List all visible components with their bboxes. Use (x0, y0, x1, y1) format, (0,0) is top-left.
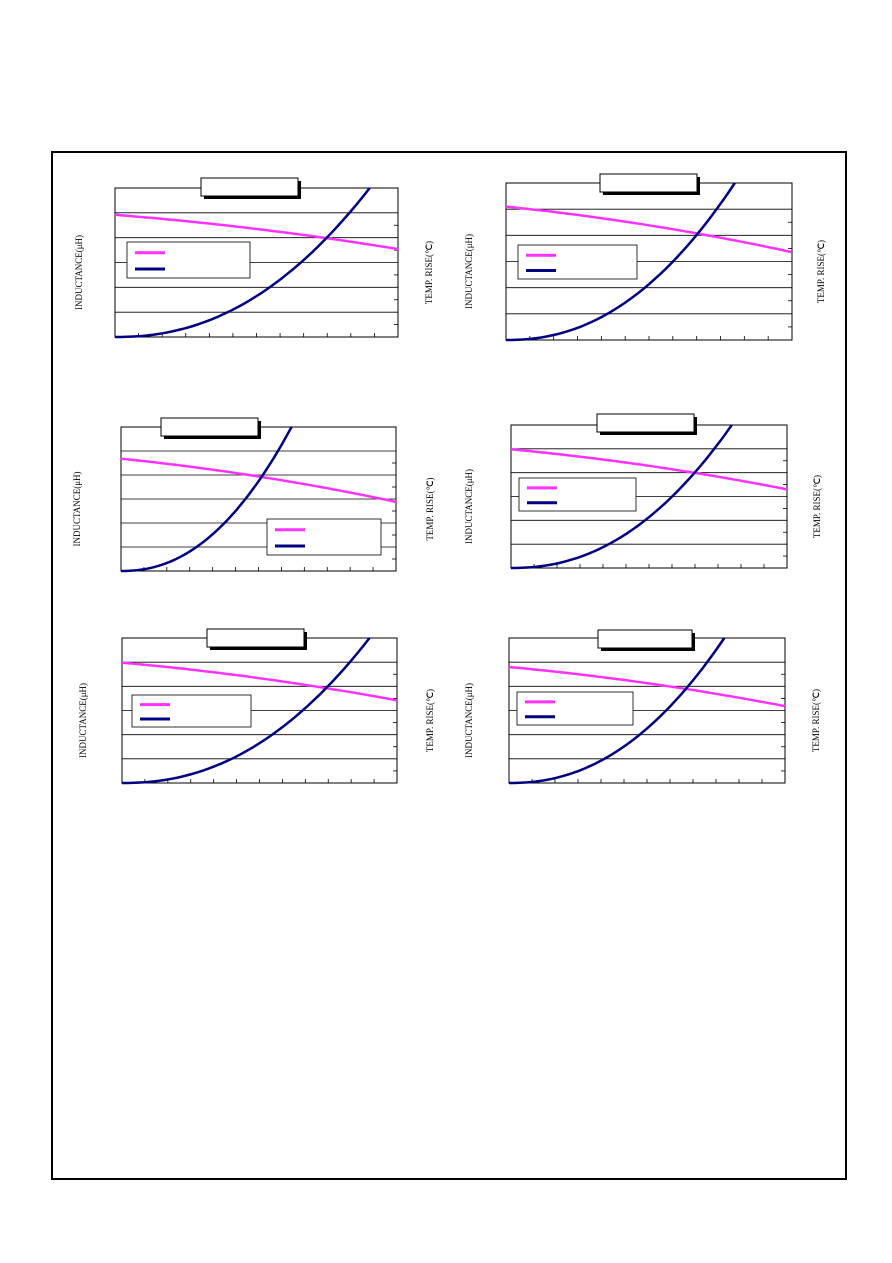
y-axis-label: INDUCTANCE(μH) (72, 471, 82, 546)
legend-box (518, 477, 637, 512)
y2-axis-label: TEMP. RISE(℃) (425, 689, 435, 752)
y2-axis-label: TEMP. RISE(℃) (425, 477, 435, 540)
title-box (200, 177, 299, 197)
y-axis-label: INDUCTANCE(μH) (464, 469, 474, 544)
legend-box (517, 244, 638, 280)
y2-axis-label: TEMP. RISE(℃) (811, 689, 821, 752)
inductance-curve (505, 205, 793, 254)
temp-rise-curve (511, 424, 733, 570)
temp-rise-curve (509, 637, 726, 785)
y-axis-label: INDUCTANCE(μH) (74, 235, 84, 310)
y-axis-label: INDUCTANCE(μH) (464, 234, 474, 309)
inductance-curve (114, 213, 399, 251)
temp-rise-curve (506, 182, 736, 342)
y2-axis-label: TEMP. RISE(℃) (816, 240, 826, 303)
title-box (597, 629, 693, 649)
legend-box (516, 691, 634, 726)
title-box (599, 173, 698, 193)
y-axis-label: INDUCTANCE(μH) (464, 683, 474, 758)
y-axis-label: INDUCTANCE(μH) (78, 683, 88, 758)
y2-axis-label: TEMP. RISE(℃) (424, 241, 434, 304)
legend-box (266, 518, 382, 556)
inductance-curve (508, 665, 786, 708)
page-border (51, 151, 847, 1180)
y2-axis-label: TEMP. RISE(℃) (812, 475, 822, 538)
temp-rise-curve (121, 426, 293, 573)
temp-rise-curve (122, 637, 371, 785)
title-box (206, 628, 305, 648)
inductance-curve (121, 661, 398, 702)
legend-box (126, 241, 251, 279)
legend-box (131, 694, 252, 728)
temp-rise-curve (115, 187, 371, 339)
title-box (596, 413, 695, 433)
title-box (160, 417, 259, 437)
inductance-curve (120, 457, 397, 504)
inductance-curve (510, 448, 788, 491)
